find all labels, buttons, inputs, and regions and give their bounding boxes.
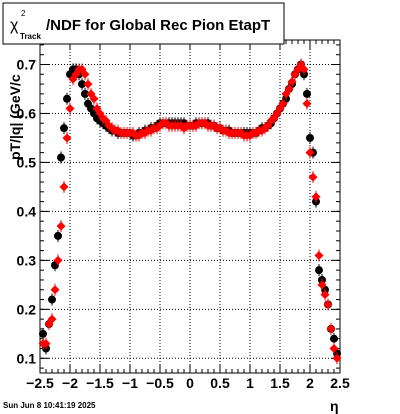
y-axis-title: pT/|q| (GeV/c [7,74,23,160]
data-point-diamond [47,314,57,324]
data-point-diamond [65,104,75,114]
x-tick-label: 0.5 [210,375,230,391]
data-point-circle [81,89,89,98]
x-tick-label: 2.5 [330,375,350,391]
x-tick-label: −1 [122,375,138,391]
data-point-diamond [83,79,93,89]
data-point-diamond [314,250,324,260]
data-point-diamond [278,99,288,109]
data-point-diamond [305,148,315,158]
data-point-circle [63,94,71,103]
data-point-circle [39,329,47,338]
title-frame [2,2,285,45]
data-point-circle [48,295,56,304]
title-superscript: 2 [21,9,26,18]
data-point-diamond [152,123,162,133]
grid [40,40,340,373]
data-point-diamond [320,290,330,300]
data-point-diamond [308,172,318,182]
data-point-diamond [53,255,63,265]
x-tick-label: 1 [246,375,254,391]
data-point-diamond [41,339,51,349]
timestamp: Sun Jun 8 10:41:19 2025 [3,401,96,410]
data-point-diamond [284,84,294,94]
data-point-diamond [326,324,336,334]
data-point-circle [54,231,62,240]
data-point-circle [303,89,311,98]
data-point-diamond [311,192,321,202]
x-tick-label: 0 [186,375,194,391]
x-tick-label: 2 [306,375,314,391]
data-point-diamond [323,299,333,309]
data-point-circle [60,124,68,133]
data-point-diamond [80,69,90,79]
data-point-circle [315,266,323,275]
data-point-circle [57,153,65,162]
data-point-diamond [302,99,312,109]
x-tick-labels: −2.5 −2 −1.5 −1 −0.5 0 0.5 1 1.5 2 2.5 [26,375,350,391]
data-point-diamond [332,353,342,363]
data-point-diamond [329,344,339,354]
y-tick-label: 0.7 [17,56,37,72]
y-tick-label: 0.3 [17,252,37,268]
data-point-diamond [146,126,156,136]
y-tick-label: 0.6 [17,105,37,121]
data-point-diamond [317,280,327,290]
x-tick-label: 1.5 [270,375,290,391]
data-points [38,58,342,365]
data-point-diamond [179,123,189,133]
x-tick-label: −2.5 [26,375,54,391]
title-chi-symbol: χ [10,17,19,34]
data-point-circle [330,334,338,343]
data-point-circle [306,133,314,142]
x-tick-label: −0.5 [146,375,174,391]
data-point-circle [78,80,86,89]
data-point-diamond [299,64,309,74]
y-tick-label: 0.4 [17,203,37,219]
data-point-diamond [287,77,297,87]
chart-title-box: χ 2 Track /NDF for Global Rec Pion EtapT [2,2,285,45]
data-point-diamond [89,94,99,104]
x-tick-label: −1.5 [86,375,114,391]
y-tick-labels: 0.1 0.2 0.3 0.4 0.5 0.6 0.7 [17,56,37,366]
data-point-diamond [50,285,60,295]
data-point-diamond [260,123,270,133]
y-tick-label: 0.1 [17,350,37,366]
chart-title: /NDF for Global Rec Pion EtapT [46,17,270,34]
title-subscript: Track [20,32,41,41]
x-tick-label: −2 [62,375,78,391]
data-point-diamond [62,133,72,143]
data-point-diamond [257,126,267,136]
data-point-diamond [56,221,66,231]
x-axis-title: η [330,398,339,414]
y-tick-label: 0.5 [17,154,37,170]
data-point-diamond [59,182,69,192]
y-tick-label: 0.2 [17,301,37,317]
